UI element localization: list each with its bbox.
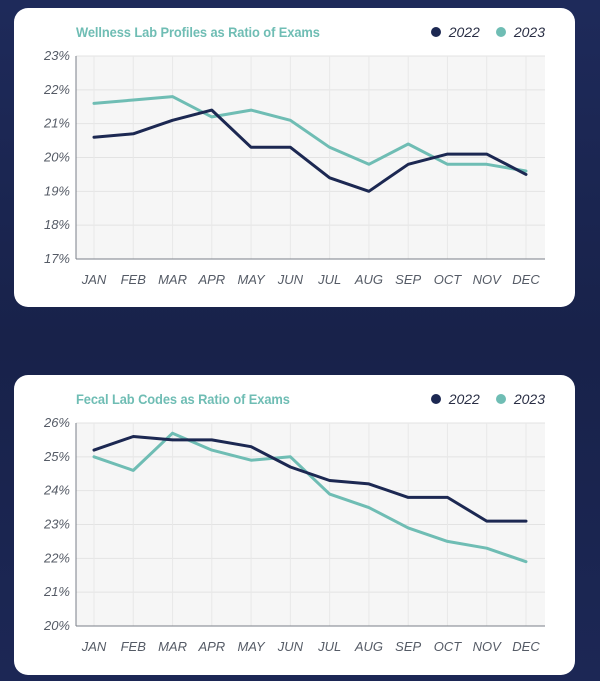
line-chart-wellness: 17% 18% 19% 20% 21% 22% 23% JAN FEB MAR APR MAY JUN J… <box>43 48 545 287</box>
y-tick-label: 21% <box>43 116 70 131</box>
x-tick-label: JUL <box>317 272 341 287</box>
chart-legend: 2022 2023 <box>430 24 545 40</box>
y-tick-label: 17% <box>44 251 70 266</box>
legend-dot-icon <box>430 394 441 404</box>
y-tick-label: 24% <box>43 483 70 498</box>
series-line-2023 <box>92 95 528 173</box>
x-tick-label: MAY <box>237 272 266 287</box>
legend-dot-icon <box>430 27 441 37</box>
chart-title: Wellness Lab Profiles as Ratio of Exams <box>76 24 320 40</box>
x-tick-label: JUL <box>317 639 341 654</box>
chart-card-fecal: Fecal Lab Codes as Ratio of Exams 2022 2… <box>14 375 575 675</box>
series-line-2022 <box>92 435 528 523</box>
x-tick-label: JAN <box>81 639 107 654</box>
y-tick-label: 20% <box>43 150 70 165</box>
x-tick-label: OCT <box>434 272 463 287</box>
legend-dot-icon <box>495 394 506 404</box>
x-tick-label: JUN <box>277 272 304 287</box>
legend-label: 2023 <box>513 391 545 407</box>
x-tick-label: APR <box>197 272 225 287</box>
chart-legend: 2022 2023 <box>430 391 545 407</box>
legend-item-2022: 2022 <box>430 391 480 407</box>
x-tick-label: APR <box>197 639 225 654</box>
x-tick-label: MAY <box>237 639 266 654</box>
legend-label: 2022 <box>448 391 480 407</box>
x-tick-label: JUN <box>277 639 304 654</box>
x-tick-label: SEP <box>395 272 421 287</box>
x-tick-label: FEB <box>121 639 147 654</box>
legend-dot-icon <box>495 27 506 37</box>
series-line-2022 <box>92 108 528 193</box>
legend-item-2023: 2023 <box>495 391 545 407</box>
legend-item-2022: 2022 <box>430 24 480 40</box>
y-tick-label: 23% <box>43 48 70 63</box>
y-tick-label: 21% <box>43 584 70 599</box>
chart-card-wellness: Wellness Lab Profiles as Ratio of Exams … <box>14 8 575 307</box>
x-tick-label: MAR <box>158 272 187 287</box>
y-tick-label: 23% <box>43 517 70 532</box>
y-tick-label: 26% <box>43 415 70 430</box>
x-tick-label: DEC <box>512 639 540 654</box>
x-tick-label: AUG <box>354 639 383 654</box>
x-tick-label: NOV <box>473 639 503 654</box>
x-tick-label: DEC <box>512 272 540 287</box>
legend-label: 2022 <box>448 24 480 40</box>
y-tick-label: 22% <box>43 82 70 97</box>
y-tick-label: 18% <box>44 217 70 232</box>
x-tick-label: MAR <box>158 639 187 654</box>
x-tick-label: NOV <box>473 272 503 287</box>
y-tick-label: 22% <box>43 550 70 565</box>
y-tick-label: 19% <box>44 183 70 198</box>
chart-title: Fecal Lab Codes as Ratio of Exams <box>76 391 290 407</box>
x-tick-label: AUG <box>354 272 383 287</box>
x-tick-label: FEB <box>121 272 147 287</box>
x-tick-label: JAN <box>81 272 107 287</box>
y-tick-label: 25% <box>43 449 70 464</box>
y-tick-label: 20% <box>43 618 70 633</box>
x-tick-label: OCT <box>434 639 463 654</box>
legend-label: 2023 <box>513 24 545 40</box>
x-tick-label: SEP <box>395 639 421 654</box>
legend-item-2023: 2023 <box>495 24 545 40</box>
line-chart-fecal: 20% 21% 22% 23% 24% 25% 26% JAN FEB MAR APR MAY JUN J… <box>43 415 545 654</box>
